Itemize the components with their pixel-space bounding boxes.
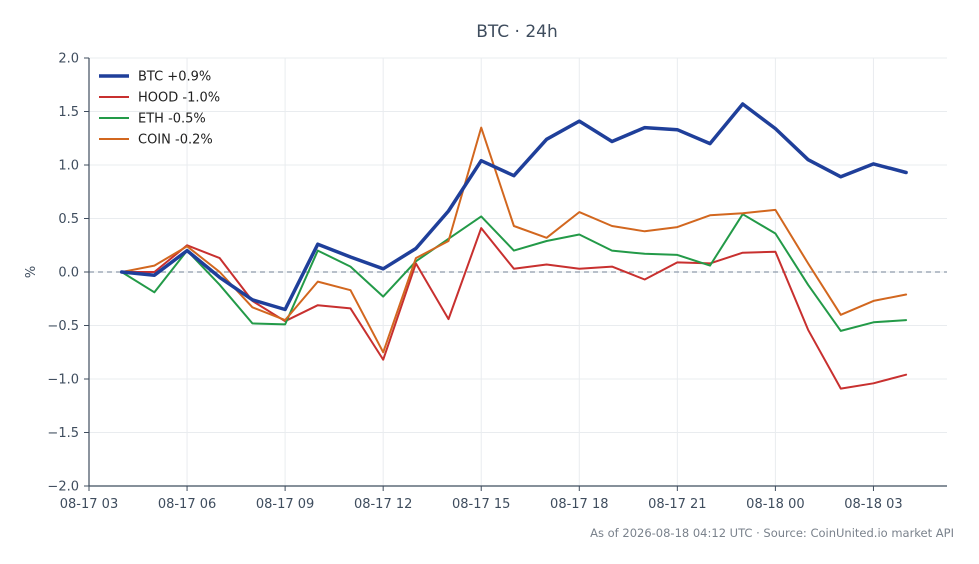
y-tick-label: 1.0 bbox=[58, 159, 79, 174]
y-tick-label: −1.5 bbox=[47, 426, 79, 441]
legend-item: BTC +0.9% bbox=[99, 70, 211, 85]
y-axis-label: % bbox=[24, 266, 39, 278]
legend-label: COIN -0.2% bbox=[138, 133, 213, 148]
x-tick-label: 08-17 15 bbox=[452, 497, 510, 512]
series-2 bbox=[120, 213, 908, 332]
legend-label: HOOD -1.0% bbox=[138, 91, 220, 106]
x-tick-label: 08-17 06 bbox=[158, 497, 216, 512]
legend-label: ETH -0.5% bbox=[138, 112, 206, 127]
x-tick-label: 08-17 21 bbox=[648, 497, 706, 512]
series-line bbox=[120, 126, 908, 354]
x-tick-label: 08-18 03 bbox=[844, 497, 902, 512]
series-line bbox=[119, 102, 908, 312]
axes bbox=[84, 57, 947, 491]
y-tick-labels: 2.0 1.5 1.0 0.5 0.0 −0.5 −1.0 −1.5 −2.0 bbox=[47, 52, 79, 495]
x-tick-label: 08-17 09 bbox=[256, 497, 314, 512]
x-tick-label: 08-17 03 bbox=[60, 497, 118, 512]
legend-item: COIN -0.2% bbox=[99, 133, 213, 148]
series-3 bbox=[120, 126, 908, 354]
series-line bbox=[120, 213, 908, 332]
x-tick-labels: 08-17 03 08-17 06 08-17 09 08-17 12 08-17 15… bbox=[60, 497, 903, 512]
footnote: As of 2026-08-18 04:12 UTC · Source: Coi… bbox=[590, 526, 954, 540]
x-tick-label: 08-17 12 bbox=[354, 497, 412, 512]
y-tick-label: 1.5 bbox=[58, 105, 79, 120]
y-tick-label: −0.5 bbox=[47, 319, 79, 334]
y-tick-label: 2.0 bbox=[58, 52, 79, 67]
y-tick-label: −1.0 bbox=[47, 373, 79, 388]
chart-title: BTC · 24h bbox=[476, 22, 558, 42]
legend-item: ETH -0.5% bbox=[99, 112, 206, 127]
y-tick-label: 0.0 bbox=[58, 266, 79, 281]
x-tick-label: 08-18 00 bbox=[746, 497, 804, 512]
legend-item: HOOD -1.0% bbox=[99, 91, 220, 106]
series-0 bbox=[119, 102, 908, 312]
series-lines bbox=[119, 102, 908, 390]
legend-label: BTC +0.9% bbox=[138, 70, 211, 85]
y-tick-label: 0.5 bbox=[58, 212, 79, 227]
legend: BTC +0.9% HOOD -1.0% ETH -0.5% COIN -0.2% bbox=[99, 70, 220, 148]
y-tick-label: −2.0 bbox=[47, 480, 79, 495]
x-tick-label: 08-17 18 bbox=[550, 497, 608, 512]
